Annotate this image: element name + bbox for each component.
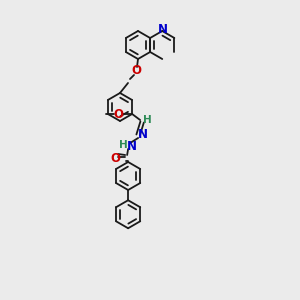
Text: N: N: [138, 128, 148, 140]
Text: H: H: [119, 140, 128, 150]
Text: O: O: [110, 152, 120, 164]
Text: H: H: [143, 115, 152, 125]
Text: N: N: [127, 140, 137, 152]
Text: O: O: [131, 64, 141, 77]
Text: N: N: [158, 23, 168, 36]
Text: O: O: [113, 107, 123, 121]
